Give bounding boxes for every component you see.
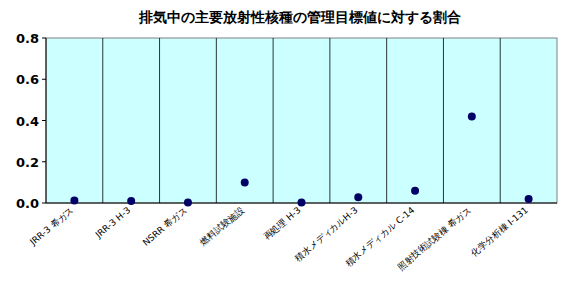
y-tick-label: 0.6 [16, 72, 39, 87]
y-tick [42, 120, 46, 121]
y-tick [42, 38, 46, 39]
marks [70, 112, 532, 206]
point [127, 197, 135, 205]
x-tick-label: JRR-3 H-3 [93, 205, 133, 241]
grid-line [500, 38, 501, 203]
grid-line [329, 38, 330, 203]
point [298, 199, 306, 207]
x-tick-label: 燃料試験施設 [198, 205, 246, 247]
point [468, 112, 476, 120]
grid-line [216, 38, 217, 203]
x-tick-label: 化学分析棟 I-131 [469, 205, 530, 258]
point [525, 195, 533, 203]
x-tick-label: JRR-3 希ガス [27, 205, 75, 248]
y-tick [42, 79, 46, 80]
x-tick-label: 再処理 H-3 [261, 205, 302, 242]
point [241, 178, 249, 186]
chart: 排気中の主要放射性核種の管理目標値に対する割合 0.0 0.2 0.4 0.6 0.8 JR… [0, 0, 580, 283]
y-tick-label: 0.8 [16, 31, 39, 46]
grid-line [102, 38, 103, 203]
plot-area [46, 38, 557, 203]
grid-line [443, 38, 444, 203]
y-tick [42, 161, 46, 162]
grid-line [273, 38, 274, 203]
y-tick [42, 203, 46, 204]
grid-line [159, 38, 160, 203]
y-tick-label: 0.0 [16, 196, 39, 211]
x-tick-label: 照射技術試験棟 希ガス [396, 205, 474, 272]
x-tick-label: NSRR 希ガス [141, 205, 189, 248]
point [70, 197, 78, 205]
y-tick-label: 0.4 [16, 114, 39, 129]
point [354, 193, 362, 201]
point [184, 198, 192, 206]
grid-line [386, 38, 387, 203]
point [411, 187, 419, 195]
title: 排気中の主要放射性核種の管理目標値に対する割合 [138, 9, 461, 25]
y-tick-label: 0.2 [16, 155, 39, 170]
